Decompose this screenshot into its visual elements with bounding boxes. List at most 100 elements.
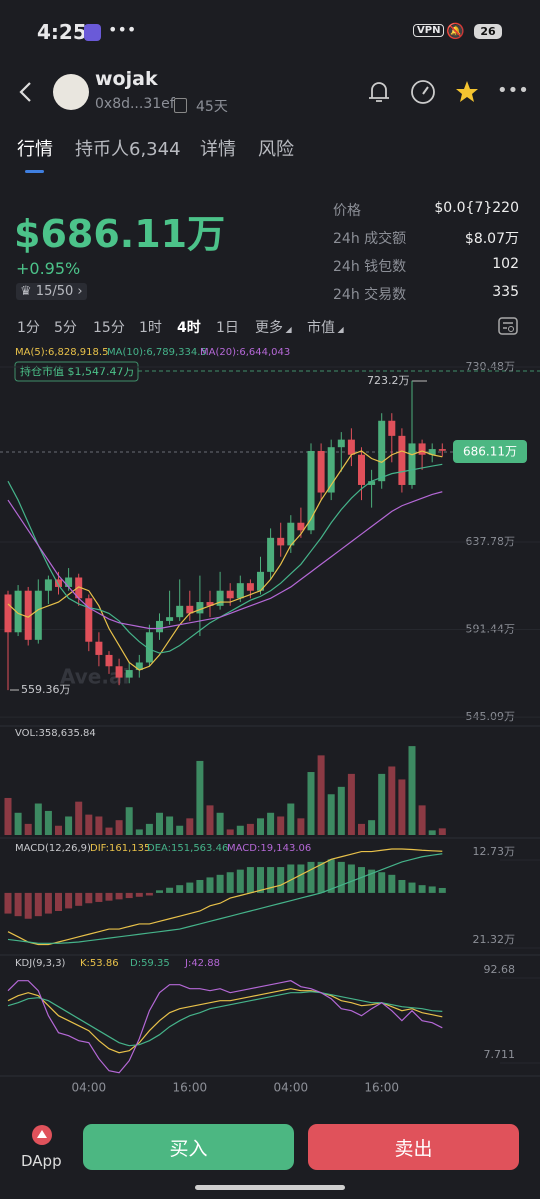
candle-body: [125, 670, 133, 678]
bar: [327, 794, 335, 835]
indicator-line: [7, 853, 443, 944]
candle-body: [186, 605, 194, 614]
bar: [95, 892, 103, 902]
sell-button[interactable]: 卖出: [308, 1124, 519, 1170]
bar: [246, 867, 254, 893]
timeframe-tab[interactable]: 1时: [139, 320, 162, 336]
stat-value: 335: [492, 284, 519, 300]
dapp-label[interactable]: DApp: [21, 1152, 62, 1170]
timeframe-tab[interactable]: 4时: [177, 320, 201, 336]
mute-icon: 🔕: [446, 22, 465, 40]
candle-body: [145, 632, 153, 663]
bar: [156, 890, 163, 893]
x-tick-label: 04:00: [72, 1081, 107, 1095]
bar: [95, 816, 103, 835]
price-tag: [453, 440, 527, 463]
candle-body: [246, 583, 254, 591]
candle-body: [327, 447, 335, 493]
copy-icon[interactable]: [174, 98, 187, 113]
candle-body: [44, 579, 52, 591]
x-tick-label: 04:00: [274, 1081, 309, 1095]
stat-value: $0.0{7}220: [434, 200, 519, 216]
rank-badge[interactable]: ♛ 15/50 ›: [16, 283, 87, 300]
candle-body: [347, 439, 355, 455]
candle-body: [4, 594, 12, 633]
bar: [85, 892, 93, 904]
y-tick-label: 21.32万: [473, 933, 516, 946]
panel-title: MACD(12,26,9): [15, 843, 91, 854]
candle-body: [135, 662, 143, 671]
rank-text: 15/50: [35, 284, 74, 299]
candle-body: [105, 654, 113, 667]
market-cap: $686.11万: [14, 212, 226, 256]
tab[interactable]: 详情: [200, 139, 236, 160]
indicator-line: [7, 988, 443, 1054]
bar: [257, 818, 264, 835]
bar: [398, 779, 406, 835]
bar: [65, 816, 73, 835]
candle-body: [85, 598, 93, 642]
x-tick-label: 16:00: [364, 1081, 399, 1095]
bar: [14, 892, 22, 917]
bar: [226, 829, 234, 835]
bar: [115, 820, 123, 835]
bar: [75, 801, 83, 835]
y-tick-label: 7.711: [484, 1048, 516, 1061]
bar: [337, 786, 345, 835]
bar: [186, 818, 194, 835]
star-icon[interactable]: [454, 79, 480, 105]
tab[interactable]: 行情: [17, 139, 53, 160]
panel-title: VOL:358,635.84: [15, 728, 96, 739]
candle-body: [388, 420, 396, 436]
bar: [236, 825, 244, 835]
bar: [135, 892, 143, 897]
bar: [115, 892, 123, 900]
tab[interactable]: 持币人6,344: [75, 139, 181, 160]
bar: [85, 814, 93, 835]
buy-button[interactable]: 买入: [83, 1124, 294, 1170]
bar: [145, 892, 153, 896]
indicator-line: [7, 450, 443, 671]
tab[interactable]: 风险: [258, 139, 294, 160]
bar: [55, 825, 62, 835]
timeframe-tab[interactable]: 5分: [54, 320, 77, 336]
candle-body: [156, 620, 163, 633]
dapp-icon[interactable]: [31, 1124, 53, 1146]
stat-label: 价格: [333, 203, 361, 219]
candle-body: [277, 537, 285, 546]
bar: [438, 887, 446, 893]
legend-entry: MA(5):6,828,918.5: [15, 347, 108, 358]
candle-body: [65, 577, 73, 587]
dropdown-arrow: ◢: [335, 325, 344, 334]
bar: [428, 830, 436, 835]
bar: [378, 773, 386, 835]
bar: [337, 861, 345, 893]
indicator-line: [7, 491, 443, 630]
timeframe-tab[interactable]: 市值 ◢: [307, 320, 344, 336]
bar: [428, 886, 436, 893]
gauge-icon[interactable]: [409, 78, 437, 106]
bar: [257, 867, 264, 893]
bar: [408, 746, 416, 835]
bar: [4, 892, 12, 914]
timeframe-tab[interactable]: 1日: [216, 320, 239, 336]
settings-icon[interactable]: [497, 316, 519, 336]
timeframe-tab[interactable]: 15分: [93, 320, 125, 336]
back-button[interactable]: [16, 80, 36, 104]
high-label: 723.2万: [367, 374, 410, 387]
bar: [287, 803, 295, 835]
timeframe-tab[interactable]: 更多 ◢: [255, 320, 292, 336]
bar: [206, 877, 214, 893]
timeframe-tab[interactable]: 1分: [17, 320, 40, 336]
candle-body: [428, 449, 436, 455]
more-icon[interactable]: •••: [497, 80, 529, 101]
bar: [368, 869, 376, 893]
bell-icon[interactable]: [366, 79, 392, 105]
stat-label: 24h 钱包数: [333, 259, 407, 275]
bar: [216, 812, 224, 835]
candle-body: [257, 571, 264, 591]
x-tick-label: 16:00: [173, 1081, 208, 1095]
candle-body: [95, 641, 103, 655]
token-address[interactable]: 0x8d...31ef: [95, 96, 175, 112]
bar: [267, 867, 275, 893]
